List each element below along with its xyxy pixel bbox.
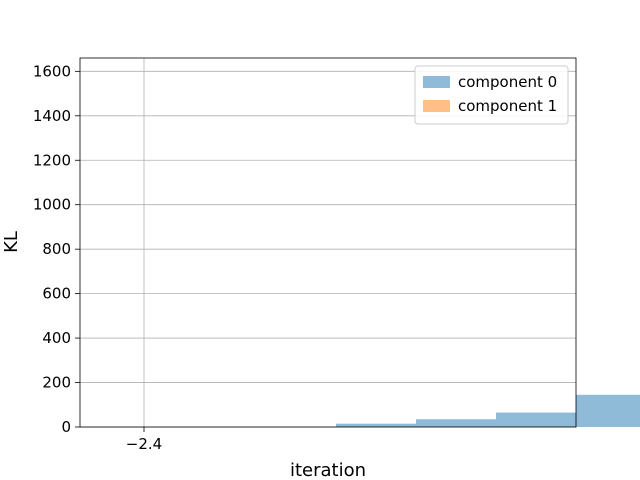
x-tick-label: −2.4: [126, 435, 162, 453]
y-tick-label: 400: [42, 329, 71, 347]
legend-swatch: [423, 76, 450, 88]
series-0-bars: [336, 394, 640, 427]
y-axis-ticks: 0 200 400 600 800 1000 1200 1400 1600: [33, 62, 80, 436]
y-tick-label: 1200: [33, 151, 71, 169]
y-tick-label: 1600: [33, 62, 71, 80]
y-axis-title: KL: [1, 231, 22, 253]
histogram-bar: [336, 423, 416, 427]
histogram-bars: [336, 394, 640, 427]
legend: component 0 component 1: [414, 65, 569, 125]
histogram-bar: [576, 394, 640, 427]
y-tick-label: 200: [42, 374, 71, 392]
histogram-bar: [416, 419, 496, 427]
legend-swatch: [423, 100, 450, 112]
legend-label: component 0: [458, 73, 557, 91]
y-tick-label: 800: [42, 240, 71, 258]
x-axis-title: iteration: [290, 460, 366, 480]
y-tick-label: 0: [61, 418, 71, 436]
x-axis-ticks: −2.4−2.2−2.0−1.8−1.6−1.4: [126, 427, 162, 453]
legend-label: component 1: [458, 97, 557, 115]
plot-frame: [79, 57, 577, 428]
y-tick-label: 1400: [33, 107, 71, 125]
legend-box: [414, 65, 569, 125]
histogram-bar: [496, 412, 576, 427]
y-tick-label: 1000: [33, 196, 71, 214]
y-tick-label: 600: [42, 285, 71, 303]
